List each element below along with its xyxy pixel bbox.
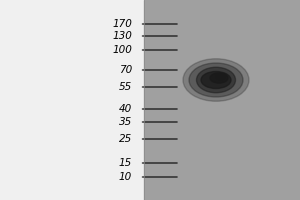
Text: 35: 35: [119, 117, 132, 127]
Text: 170: 170: [112, 19, 132, 29]
Text: 100: 100: [112, 45, 132, 55]
Text: 15: 15: [119, 158, 132, 168]
Text: 10: 10: [119, 172, 132, 182]
Bar: [144, 0, 300, 200]
Ellipse shape: [210, 73, 228, 83]
Ellipse shape: [196, 67, 236, 93]
Ellipse shape: [183, 59, 249, 101]
Ellipse shape: [189, 63, 243, 97]
Text: 70: 70: [119, 65, 132, 75]
Text: 40: 40: [119, 104, 132, 114]
Text: 130: 130: [112, 31, 132, 41]
Bar: [0, 0, 144, 200]
Text: 55: 55: [119, 82, 132, 92]
Ellipse shape: [201, 72, 231, 88]
Text: 25: 25: [119, 134, 132, 144]
Ellipse shape: [216, 74, 225, 80]
